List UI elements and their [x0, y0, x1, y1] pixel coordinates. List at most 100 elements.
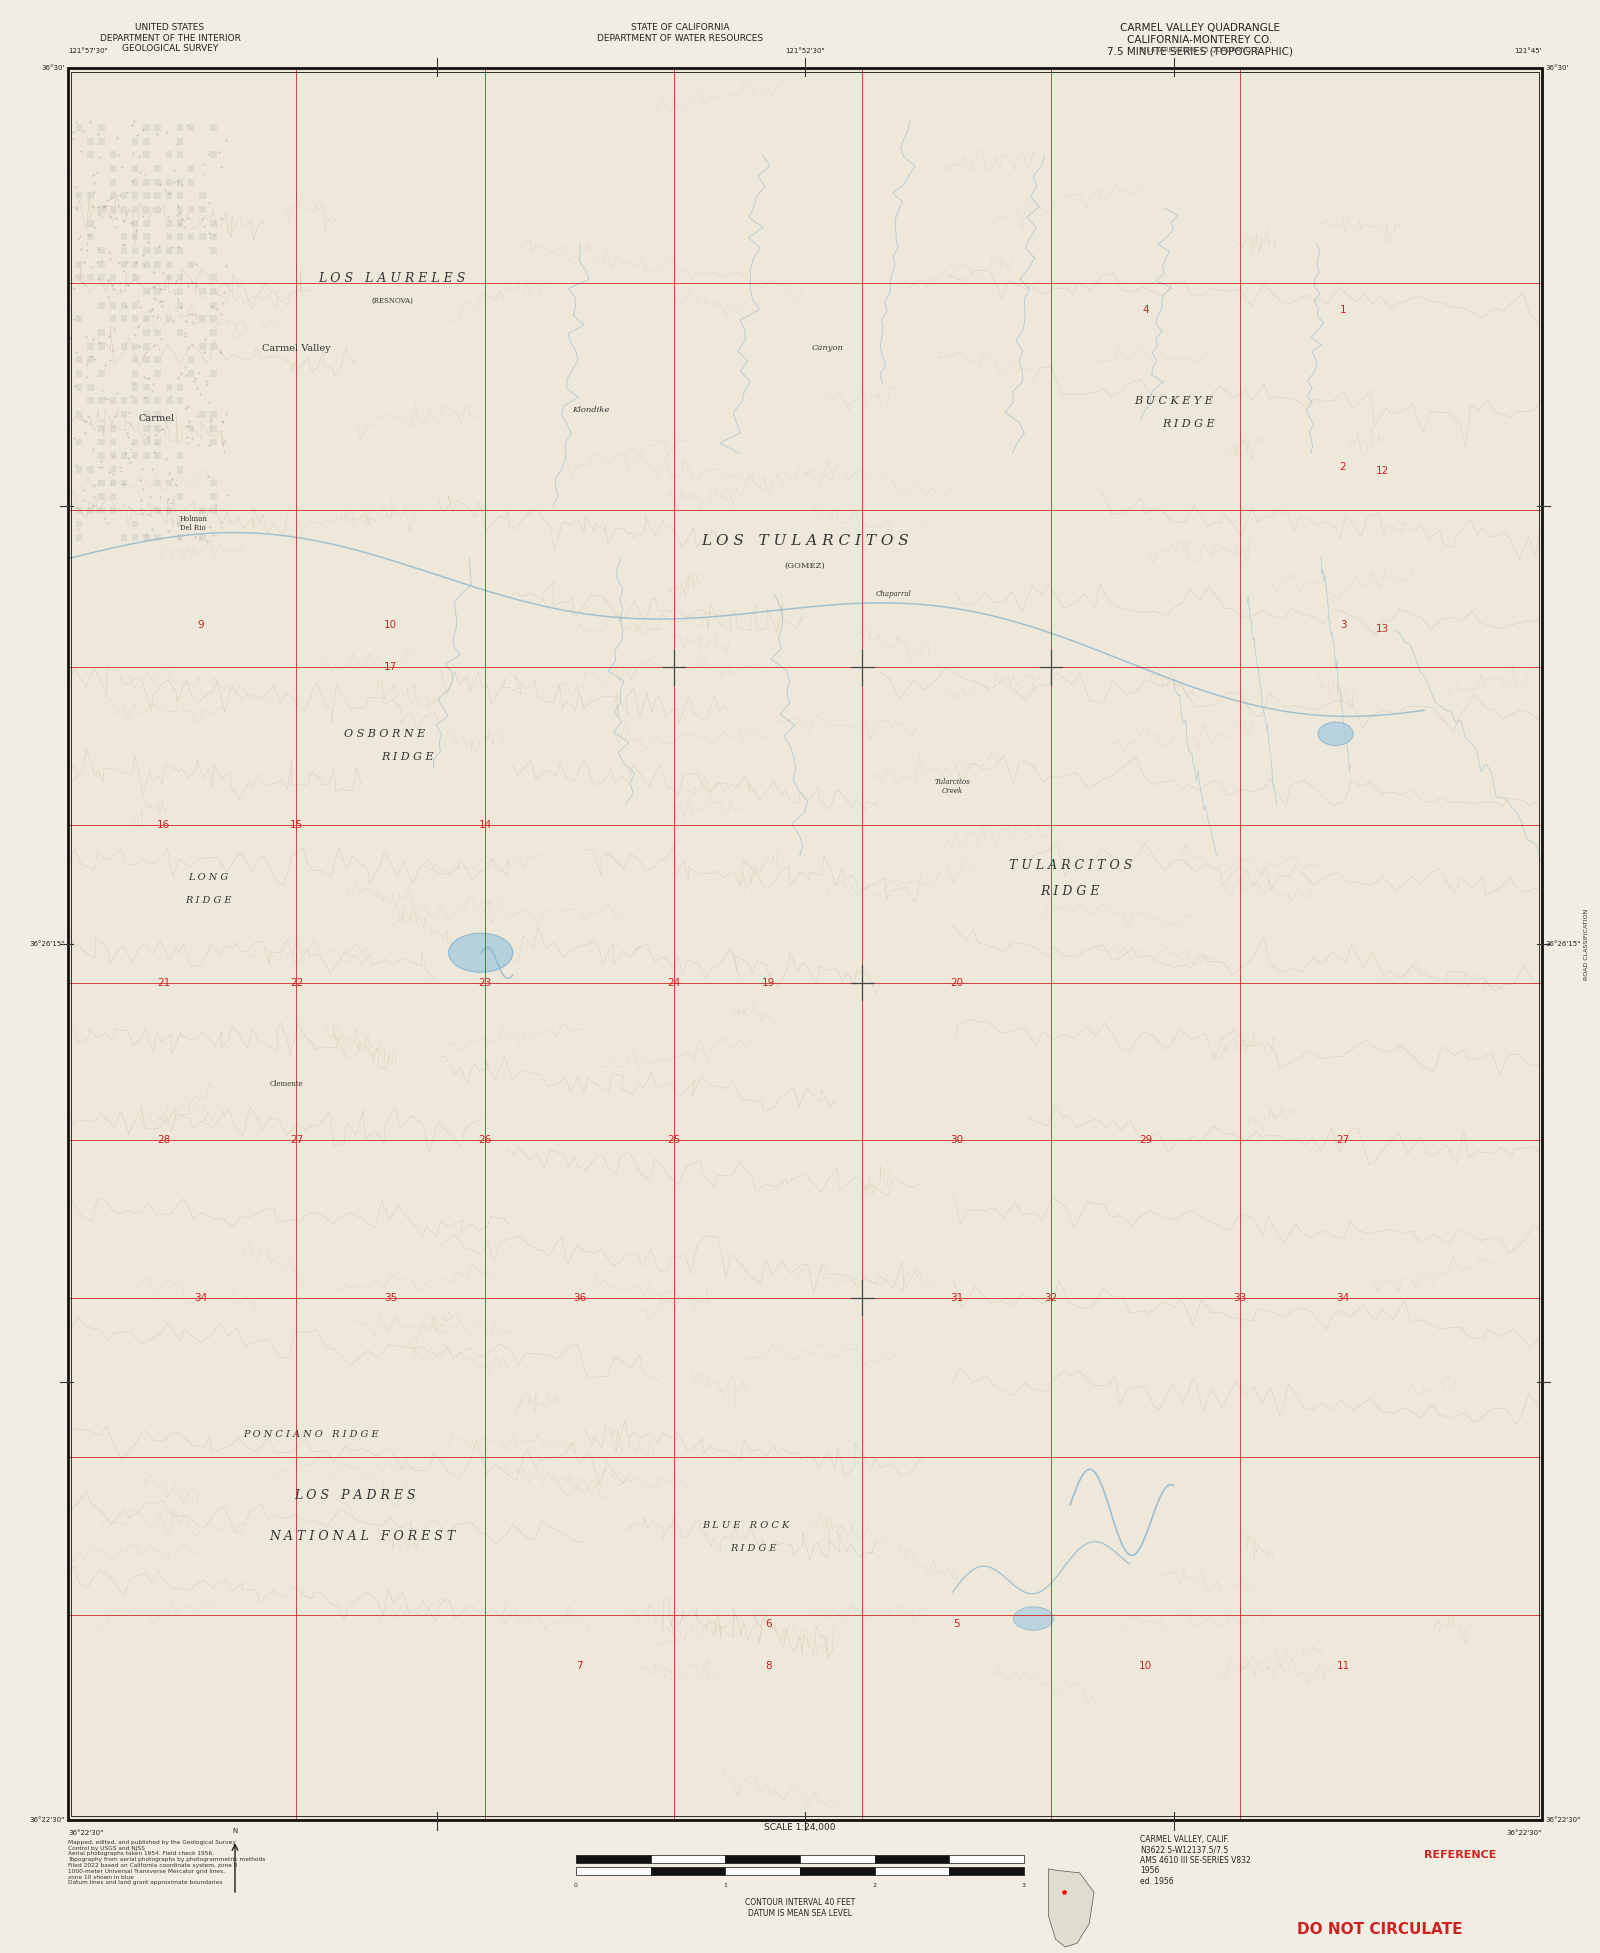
Point	[182, 361, 208, 393]
Point	[61, 115, 86, 146]
Point	[179, 299, 205, 330]
Text: 34: 34	[194, 1293, 208, 1303]
Bar	[166, 316, 173, 322]
Text: 2: 2	[872, 1883, 877, 1889]
Point	[107, 180, 133, 211]
Point	[107, 268, 133, 299]
Point	[147, 480, 173, 512]
Text: Klondike: Klondike	[573, 406, 610, 414]
Point	[88, 141, 114, 172]
Point	[122, 258, 147, 289]
Point	[128, 494, 154, 525]
Bar	[99, 330, 106, 336]
Bar	[144, 535, 150, 541]
Bar	[166, 275, 173, 281]
Text: UNITED STATES
DEPARTMENT OF THE INTERIOR
GEOLOGICAL SURVEY: UNITED STATES DEPARTMENT OF THE INTERIOR…	[99, 23, 240, 53]
Point	[195, 369, 221, 400]
Point	[75, 234, 101, 266]
Point	[102, 211, 128, 242]
Point	[176, 391, 202, 422]
Point	[184, 299, 210, 330]
Bar	[144, 398, 150, 404]
Point	[117, 445, 142, 477]
Point	[112, 256, 138, 287]
Bar	[178, 303, 184, 309]
Text: P O N C I A N O   R I D G E: P O N C I A N O R I D G E	[243, 1430, 379, 1439]
Point	[155, 201, 181, 232]
Point	[133, 381, 158, 412]
Point	[120, 365, 146, 396]
Bar	[178, 535, 184, 541]
Text: Tularcitos
Creek: Tularcitos Creek	[934, 777, 970, 795]
Bar	[166, 221, 173, 227]
Point	[187, 521, 213, 553]
Point	[64, 193, 90, 225]
Point	[149, 412, 174, 443]
Point	[112, 230, 138, 262]
Bar	[211, 344, 218, 350]
Point	[173, 320, 198, 352]
Bar	[86, 385, 93, 391]
Polygon shape	[1048, 1869, 1094, 1947]
Point	[99, 439, 125, 471]
Point	[126, 156, 152, 187]
Point	[179, 422, 205, 453]
Bar	[178, 330, 184, 336]
Bar	[131, 166, 138, 172]
Bar	[166, 180, 173, 186]
Point	[213, 398, 238, 430]
Text: L O S   P A D R E S: L O S P A D R E S	[294, 1490, 416, 1502]
Text: 6: 6	[765, 1619, 771, 1629]
Point	[165, 363, 190, 395]
Bar	[144, 262, 150, 268]
Point	[141, 256, 166, 287]
Bar	[122, 207, 128, 213]
Point	[139, 514, 165, 545]
Point	[90, 189, 115, 221]
Bar	[144, 193, 150, 199]
Point	[150, 258, 176, 289]
Point	[128, 465, 154, 496]
Point	[85, 234, 110, 266]
Point	[78, 250, 104, 281]
Point	[115, 396, 141, 428]
Bar	[86, 398, 93, 404]
Bar	[144, 344, 150, 350]
Bar	[154, 193, 160, 199]
Point	[160, 385, 186, 416]
Point	[213, 426, 238, 457]
Point	[131, 250, 157, 281]
Point	[192, 336, 218, 367]
Bar	[86, 275, 93, 281]
Point	[160, 307, 186, 338]
Point	[206, 137, 232, 168]
Bar	[144, 139, 150, 145]
Point	[158, 488, 184, 519]
Point	[62, 371, 88, 402]
Text: 9: 9	[197, 621, 203, 631]
Point	[130, 115, 155, 146]
Bar	[800, 1855, 875, 1863]
Bar	[178, 234, 184, 240]
Bar	[131, 234, 138, 240]
Point	[173, 318, 198, 350]
Bar	[122, 193, 128, 199]
Point	[125, 311, 150, 342]
Text: R I D G E: R I D G E	[1162, 418, 1214, 428]
Point	[83, 156, 109, 187]
Point	[136, 363, 162, 395]
Bar	[122, 535, 128, 541]
Point	[126, 404, 152, 436]
Bar	[99, 125, 106, 131]
Text: 30: 30	[950, 1135, 963, 1144]
Bar	[211, 234, 218, 240]
Bar	[189, 357, 195, 363]
Text: 36°22'30": 36°22'30"	[1546, 1816, 1581, 1822]
Point	[162, 166, 187, 197]
Point	[136, 227, 162, 258]
Text: CONTOUR INTERVAL 40 FEET
DATUM IS MEAN SEA LEVEL: CONTOUR INTERVAL 40 FEET DATUM IS MEAN S…	[746, 1898, 854, 1918]
Point	[181, 309, 206, 340]
Point	[166, 523, 192, 555]
Point	[72, 418, 98, 449]
Bar	[189, 262, 195, 268]
